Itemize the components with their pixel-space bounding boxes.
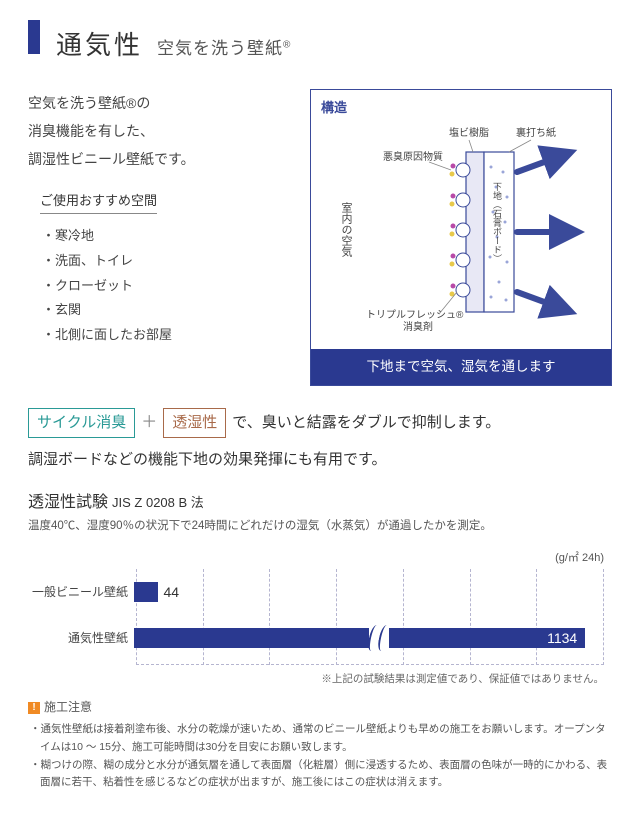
list-item: 通気性壁紙は接着剤塗布後、水分の乾燥が速いため、通常のビニール壁紙よりも早めの施… [28,721,612,756]
bar-break-icon [369,625,389,651]
chart-bar [134,582,158,602]
list-item: 北側に面したお部屋 [42,323,292,348]
title-accent-bar [28,20,40,54]
svg-text:裏打ち紙: 裏打ち紙 [516,126,556,139]
warning-list: 通気性壁紙は接着剤塗布後、水分の乾燥が速いため、通常のビニール壁紙よりも早めの施… [28,721,612,791]
structure-diagram: 構造 [310,89,612,386]
svg-text:室内の空気: 室内の空気 [340,201,353,258]
feature-sub: 調湿ボードなどの機能下地の効果発揮にも有用です。 [28,448,612,472]
recommend-list: 寒冷地 洗面、トイレ クローゼット 玄関 北側に面したお部屋 [42,224,292,347]
list-item: 玄関 [42,298,292,323]
permeability-chart: 一般ビニール壁紙 44 通気性壁紙 1134 [28,569,612,669]
diagram-svg: 塩ビ樹脂 裏打ち紙 悪臭原因物質 トリプルフレッシュ® 消臭剤 室内の空気 下地… [321,122,601,342]
plus-icon: ＋ [141,410,157,436]
chart-label: 通気性壁紙 [28,629,134,648]
svg-text:下地（石膏ボード）: 下地（石膏ボード） [492,182,502,263]
chart-label: 一般ビニール壁紙 [28,583,134,602]
feature-tail: で、臭いと結露をダブルで抑制します。 [232,411,500,435]
warning-heading: ! 施工注意 [28,698,612,717]
diagram-caption: 下地まで空気、湿気を通します [311,349,611,385]
svg-text:消臭剤: 消臭剤 [403,320,433,333]
chart-bar [134,628,585,648]
test-title: 透湿性試験JIS Z 0208 B 法 [28,490,612,516]
test-desc: 温度40℃、湿度90％の状況下で24時間にどれだけの湿気（水蒸気）が通過したかを… [28,517,612,535]
chart-unit: (g/㎡ 24h) [28,550,612,568]
list-item: 寒冷地 [42,224,292,249]
warning-icon: ! [28,702,40,714]
intro-text: 空気を洗う壁紙®の 消臭機能を有した、 調湿性ビニール壁紙です。 [28,89,292,173]
chart-row: 一般ビニール壁紙 44 [28,577,604,607]
list-item: クローゼット [42,274,292,299]
list-item: 洗面、トイレ [42,249,292,274]
recommend-heading: ご使用おすすめ空間 [40,191,157,215]
feature-line: サイクル消臭 ＋ 透湿性 で、臭いと結露をダブルで抑制します。 [28,408,612,438]
chart-note: ※上記の試験結果は測定値であり、保証値ではありません。 [28,671,612,688]
chart-value: 1134 [547,627,577,649]
title-sub: 空気を洗う壁紙® [157,35,291,62]
tag-permeability: 透湿性 [163,408,226,438]
svg-text:塩ビ樹脂: 塩ビ樹脂 [449,126,489,139]
title-main: 通気性 [56,25,143,67]
chart-value: 44 [164,581,180,603]
diagram-title: 構造 [321,98,601,119]
tag-cycle: サイクル消臭 [28,408,135,438]
page-title-row: 通気性 空気を洗う壁紙® [28,20,612,67]
chart-row: 通気性壁紙 1134 [28,623,604,653]
svg-text:悪臭原因物質: 悪臭原因物質 [383,150,443,163]
svg-text:トリプルフレッシュ®: トリプルフレッシュ® [366,309,464,321]
list-item: 糊つけの際、糊の成分と水分が通気層を通して表面層（化粧層）側に浸透するため、表面… [28,757,612,792]
